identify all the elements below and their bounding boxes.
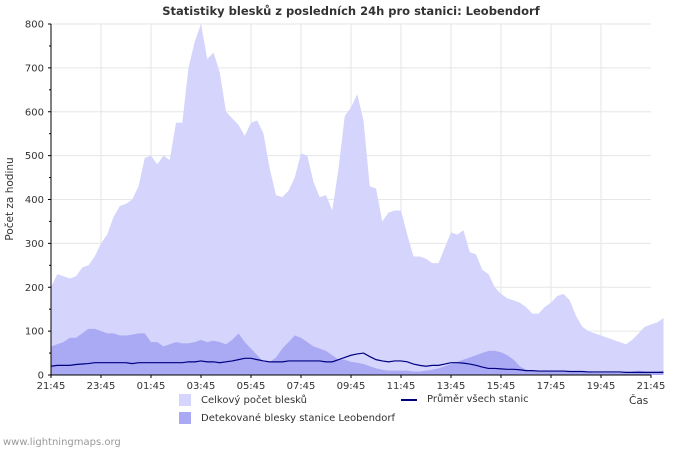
x-tick-label: 01:45 (137, 381, 166, 392)
x-tick-label: 05:45 (237, 381, 266, 392)
legend-item-total: Celkový počet blesků (179, 394, 307, 406)
y-tick-label: 100 (25, 327, 44, 338)
y-axis-label: Počet za hodinu (4, 157, 16, 240)
x-tick-label: 15:45 (487, 381, 516, 392)
y-tick-label: 800 (25, 20, 44, 31)
y-tick-label: 400 (25, 195, 44, 206)
x-tick-label: 17:45 (537, 381, 566, 392)
x-tick-label: 23:45 (87, 381, 116, 392)
legend-item-average: Průměr všech stanic (401, 394, 529, 405)
legend-swatch-total (179, 394, 191, 406)
legend-swatch-average (401, 398, 417, 401)
x-tick-label: 21:45 (37, 381, 66, 392)
axes: 0 100 200 300 400 500 600 700 800 21:45 23:45 01:45… (25, 20, 666, 393)
chart-title: Statistiky blesků z posledních 24h pro s… (162, 4, 540, 18)
x-tick-label: 07:45 (287, 381, 316, 392)
y-tick-label: 500 (25, 151, 44, 162)
legend-item-detected: Detekované blesky stanice Leobendorf (179, 412, 395, 424)
series-total-area (51, 24, 664, 375)
x-axis-label: Čas (629, 394, 648, 407)
x-tick-label: 03:45 (187, 381, 216, 392)
footer-credit: www.lightningmaps.org (3, 437, 121, 448)
series-average-line (50, 352, 664, 373)
x-tick-label: 21:45 (637, 381, 666, 392)
x-tick-label: 13:45 (437, 381, 466, 392)
x-tick-label: 19:45 (587, 381, 616, 392)
legend-label-detected: Detekované blesky stanice Leobendorf (201, 412, 396, 424)
legend-label-total: Celkový počet blesků (201, 394, 308, 406)
y-tick-label: 0 (38, 371, 44, 382)
y-tick-label: 600 (25, 107, 44, 118)
x-tick-label: 11:45 (387, 381, 416, 392)
legend-swatch-detected (179, 412, 191, 424)
x-tick-label: 09:45 (337, 381, 366, 392)
plot-area (50, 24, 664, 375)
y-tick-label: 300 (25, 239, 44, 250)
y-tick-label: 200 (25, 283, 44, 294)
legend-label-average: Průměr všech stanic (427, 394, 529, 405)
series-detected-area (51, 328, 664, 375)
y-tick-label: 700 (25, 63, 44, 74)
